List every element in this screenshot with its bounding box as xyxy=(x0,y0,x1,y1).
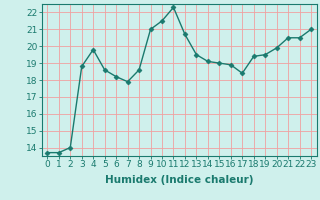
X-axis label: Humidex (Indice chaleur): Humidex (Indice chaleur) xyxy=(105,175,253,185)
